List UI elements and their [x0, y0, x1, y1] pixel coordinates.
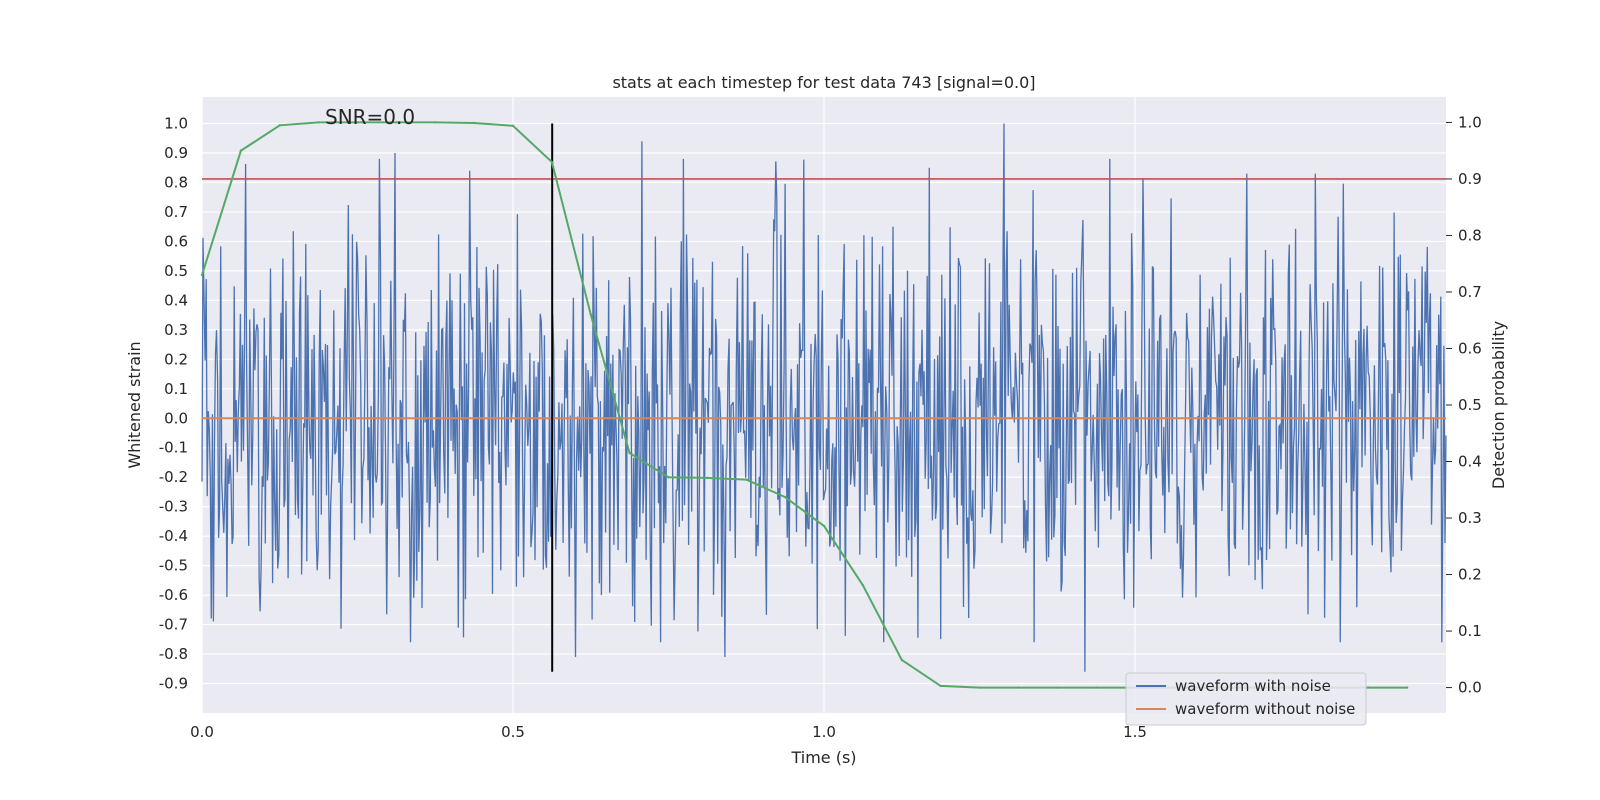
probability-point: [1405, 686, 1409, 689]
y-right-tick-label: 0.3: [1458, 509, 1482, 527]
y-right-tick-label: 0.7: [1458, 283, 1482, 301]
x-tick-label: 0.0: [190, 723, 214, 741]
legend: waveform with noise waveform without noi…: [1125, 672, 1367, 726]
probability-point: [978, 686, 981, 689]
probability-point: [861, 584, 865, 587]
chart-title: stats at each timestep for test data 743…: [612, 73, 1035, 92]
probability-point: [1367, 686, 1370, 689]
y-left-tick-label: 1.0: [164, 115, 188, 133]
x-tick-label: 1.0: [812, 723, 836, 741]
probability-point: [667, 476, 670, 479]
y-left-tick-label: -0.7: [159, 616, 188, 634]
x-tick-labels: 0.0 0.5 1.0 1.5: [190, 723, 1147, 741]
y-right-tick-label: 0.9: [1458, 170, 1482, 188]
y-left-tick-label: 0.4: [164, 291, 188, 309]
probability-point: [822, 524, 826, 528]
y-right-tick-label: 1.0: [1458, 113, 1482, 131]
y-left-tick-label: 0.7: [164, 203, 188, 221]
x-axis-label: Time (s): [790, 748, 856, 767]
y-left-tick-label: 0.5: [164, 262, 188, 280]
y-left-tick-label: 0.8: [164, 173, 188, 191]
y-right-tick-label: 0.1: [1458, 622, 1482, 640]
probability-point: [239, 149, 243, 152]
y-left-tick-label: -0.4: [159, 527, 188, 545]
y-left-tick-label: -0.9: [159, 675, 188, 693]
y-right-axis-label: Detection probability: [1489, 321, 1508, 489]
y-left-tick-label: -0.8: [159, 645, 188, 663]
legend-label-noise: waveform with noise: [1175, 677, 1331, 695]
probability-point: [589, 313, 592, 316]
y-left-tick-label: 0.6: [164, 232, 188, 250]
y-left-tick-label: 0.9: [164, 144, 188, 162]
y-right-tick-label: 0.2: [1458, 566, 1482, 584]
noise-line: [201, 123, 1447, 672]
probability-point: [900, 658, 903, 662]
probability-point: [783, 495, 787, 499]
y-left-tick-label: -0.5: [159, 557, 188, 575]
probability-point: [511, 124, 515, 128]
probability-point: [278, 124, 281, 127]
y-right-tick-label: 0.6: [1458, 339, 1482, 357]
y-right-tick-label: 0.5: [1458, 396, 1482, 414]
y-right-tick-label: 0.8: [1458, 226, 1482, 244]
y-left-tick-label: -0.2: [159, 468, 188, 486]
probability-point: [706, 476, 709, 480]
probability-point: [317, 121, 320, 124]
y-left-tick-label: -0.3: [159, 498, 188, 516]
x-tick-label: 1.5: [1123, 723, 1147, 741]
probability-point: [628, 451, 631, 455]
probability-point: [200, 273, 204, 277]
y-left-tick-label: 0.2: [164, 350, 188, 368]
probability-point: [550, 160, 554, 164]
y-left-tick-label: 0.3: [164, 321, 188, 339]
y-left-tick-labels: 1.0 0.9 0.8 0.7 0.6 0.5 0.4 0.3 0.2 0.1 0.0 -0.1 -0.…: [159, 115, 188, 693]
y-right-tick-label: 0.4: [1458, 453, 1482, 471]
legend-label-clean: waveform without noise: [1175, 700, 1355, 718]
probability-point: [472, 121, 476, 125]
y-left-axis-label: Whitened strain: [125, 341, 144, 468]
legend-box: [1125, 672, 1367, 726]
probability-point: [1094, 686, 1098, 689]
probability-point: [1017, 686, 1020, 689]
probability-point: [395, 121, 398, 124]
y-right-tick-labels: 1.0 0.9 0.8 0.7 0.6 0.5 0.4 0.3 0.2 0.1 0.0: [1446, 113, 1482, 697]
y-right-tick-label: 0.0: [1458, 679, 1482, 697]
probability-point: [356, 121, 359, 124]
y-left-tick-label: 0.0: [164, 409, 188, 427]
series-waveform-with-noise: [201, 123, 1447, 672]
probability-point: [939, 684, 942, 688]
snr-annotation: SNR=0.0: [325, 105, 415, 129]
y-left-tick-label: -0.1: [159, 439, 188, 457]
probability-point: [434, 121, 437, 124]
y-left-tick-label: -0.6: [159, 586, 188, 604]
probability-point: [745, 478, 748, 481]
probability-point: [1056, 686, 1059, 689]
y-left-tick-label: 0.1: [164, 380, 188, 398]
x-tick-label: 0.5: [501, 723, 525, 741]
